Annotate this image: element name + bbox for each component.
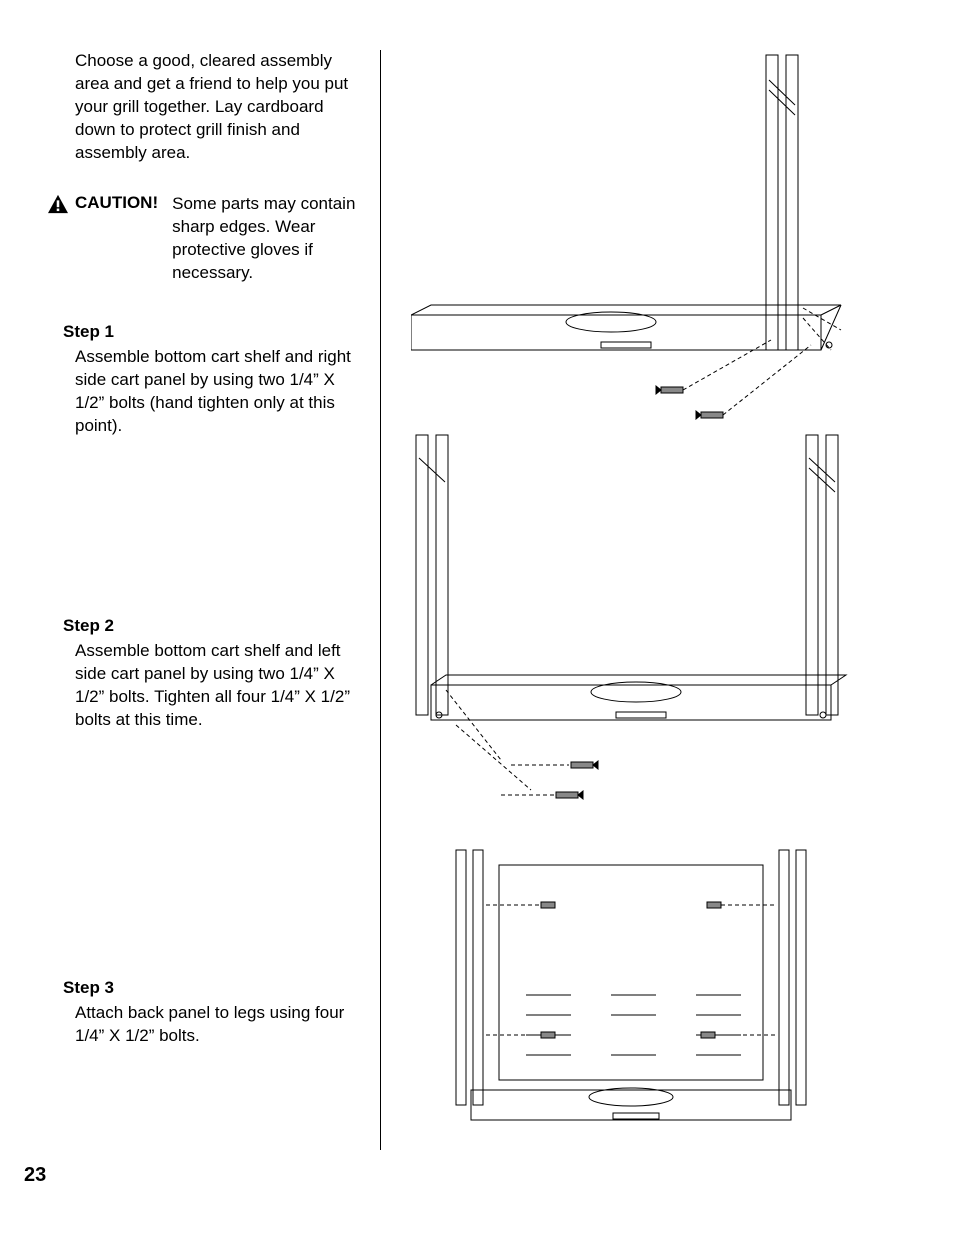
warning-icon xyxy=(47,194,69,214)
step-body: Assemble bottom cart shelf and right sid… xyxy=(75,346,368,438)
page-number: 23 xyxy=(24,1164,46,1187)
step-3: Step 3 Attach back panel to legs using f… xyxy=(75,978,368,1048)
step-body: Attach back panel to legs using four 1/4… xyxy=(75,1002,368,1048)
assembly-diagram-3 xyxy=(441,845,821,1135)
intro-paragraph: Choose a good, cleared assembly area and… xyxy=(75,50,368,165)
right-column xyxy=(381,50,914,1150)
page: Choose a good, cleared assembly area and… xyxy=(0,0,954,1235)
caution-text: Some parts may contain sharp edges. Wear… xyxy=(172,193,368,285)
step-title: Step 3 xyxy=(63,978,368,998)
step-1: Step 1 Assemble bottom cart shelf and ri… xyxy=(75,322,368,438)
caution-label: CAUTION! xyxy=(75,193,158,213)
content-row: Choose a good, cleared assembly area and… xyxy=(40,50,914,1150)
step-title: Step 1 xyxy=(63,322,368,342)
step-2: Step 2 Assemble bottom cart shelf and le… xyxy=(75,616,368,732)
caution-block: CAUTION! Some parts may contain sharp ed… xyxy=(47,193,368,285)
assembly-diagram-2 xyxy=(411,430,851,830)
left-column: Choose a good, cleared assembly area and… xyxy=(40,50,380,1150)
step-title: Step 2 xyxy=(63,616,368,636)
step-body: Assemble bottom cart shelf and left side… xyxy=(75,640,368,732)
assembly-diagram-1 xyxy=(411,50,851,420)
